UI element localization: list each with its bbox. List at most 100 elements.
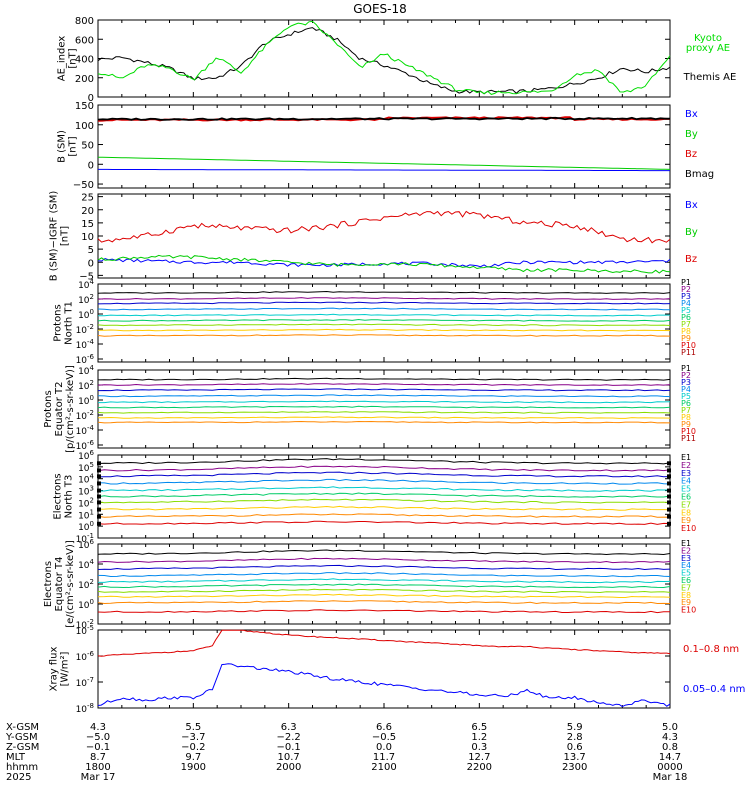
channel-marker xyxy=(667,474,671,479)
y-axis-label-line: [nT] xyxy=(68,48,79,68)
channel-legend-label: P10 xyxy=(681,427,696,436)
y-tick-label: 10-2 xyxy=(76,409,94,422)
footer-cell: 13.7 xyxy=(564,752,586,763)
footer-cell: 4.3 xyxy=(90,722,106,733)
footer-cell: 9.7 xyxy=(185,752,201,763)
footer-cell: 6.3 xyxy=(281,722,297,733)
channel-marker xyxy=(97,521,101,526)
channel-flux-line xyxy=(97,307,671,311)
channel-flux-line xyxy=(97,377,671,381)
channel-marker xyxy=(97,494,101,499)
y-tick-label: 102 xyxy=(78,578,94,591)
y-tick-label: 10-5 xyxy=(76,624,94,637)
y-tick-label: 20 xyxy=(81,206,94,217)
channel-flux-line xyxy=(97,383,671,386)
y-tick-label: 104 xyxy=(78,558,94,571)
b-sm-series-line xyxy=(98,168,670,172)
legend-item: Bz xyxy=(685,254,697,265)
channel-marker xyxy=(97,507,101,512)
channel-legend-label: E8 xyxy=(681,508,691,517)
footer-cell: 6.6 xyxy=(376,722,392,733)
legend-kyoto: proxy AE xyxy=(686,43,730,54)
y-tick-label: 100 xyxy=(78,394,94,407)
channel-legend-label: P8 xyxy=(681,327,691,336)
y-tick-label: 10-4 xyxy=(76,424,95,437)
channel-legend-label: P3 xyxy=(681,292,691,301)
channel-legend-label: E6 xyxy=(681,493,691,502)
footer-cell: −3.7 xyxy=(181,732,205,743)
channel-legend-label: E7 xyxy=(681,500,691,509)
y-tick-label: 100 xyxy=(75,121,94,132)
y-axis-label-line: North T1 xyxy=(64,301,75,345)
y-tick-label: 10 xyxy=(81,232,94,243)
channel-legend-label: E7 xyxy=(681,583,691,592)
footer-cell: 2300 xyxy=(562,762,587,773)
footer-cell: 2000 xyxy=(276,762,301,773)
channel-flux-line xyxy=(97,520,671,525)
ae-series-line xyxy=(97,20,671,95)
y-tick-label: 105 xyxy=(78,461,94,474)
y-axis-label-line: [nT] xyxy=(68,136,79,156)
channel-flux-line xyxy=(97,471,671,478)
y-axis-label-line: Equator T2 xyxy=(54,382,65,437)
channel-flux-line xyxy=(97,465,671,472)
y-tick-label: 106 xyxy=(78,538,94,551)
legend-item: By xyxy=(685,227,698,238)
y-axis-label: B (SM)−IGRF (SM) [nT] xyxy=(49,191,71,282)
y-tick-label: 101 xyxy=(78,508,94,521)
channel-legend-label: P1 xyxy=(681,364,691,373)
y-tick-label: 400 xyxy=(75,55,94,66)
footer-cell: 11.7 xyxy=(373,752,395,763)
legend-item: Bmag xyxy=(685,169,714,180)
footer-cell: 1.2 xyxy=(471,732,487,743)
channel-flux-line xyxy=(97,290,671,294)
channel-flux-line xyxy=(97,498,671,504)
channel-marker xyxy=(97,461,101,466)
channel-legend-label: P6 xyxy=(681,399,691,408)
channel-flux-line xyxy=(97,513,671,518)
channel-legend-label: P11 xyxy=(681,348,696,357)
channel-legend-label: P8 xyxy=(681,413,691,422)
y-tick-label: 104 xyxy=(78,278,94,291)
legend-xray-long: 0.1–0.8 nm xyxy=(683,644,739,655)
y-axis-label-line: North T3 xyxy=(64,475,75,519)
channel-legend-label: E1 xyxy=(681,453,691,462)
channel-legend-label: P10 xyxy=(681,341,696,350)
channel-flux-line xyxy=(97,297,671,300)
y-tick-label: 15 xyxy=(81,219,94,230)
channel-flux-line xyxy=(97,328,671,332)
channel-legend-label: P5 xyxy=(681,306,691,315)
y-tick-label: 103 xyxy=(78,485,94,498)
y-tick-label: 200 xyxy=(75,74,94,85)
footer-cell: 2100 xyxy=(371,762,396,773)
xray-series-line xyxy=(97,629,671,657)
channel-legend-label: E8 xyxy=(681,591,691,600)
channel-flux-line xyxy=(97,505,671,511)
channel-legend-label: E9 xyxy=(681,598,691,607)
channel-flux-line xyxy=(97,458,671,465)
channel-marker xyxy=(97,468,101,473)
footer-row-label: MLT xyxy=(6,752,26,763)
channel-flux-line xyxy=(97,394,671,398)
channel-marker xyxy=(97,481,101,486)
channel-legend-label: E5 xyxy=(681,569,691,578)
footer-cell: 0.3 xyxy=(471,742,487,753)
footer-row-label: X-GSM xyxy=(6,722,39,733)
channel-legend-label: E2 xyxy=(681,546,691,555)
y-axis-label: Electrons Equator T4 [e/(cm²-s-sr-keV)] xyxy=(43,540,76,628)
channel-legend-label: E10 xyxy=(681,606,696,615)
channel-flux-line xyxy=(98,486,671,492)
y-axis-label-line: AE_index xyxy=(57,36,68,82)
channel-flux-line xyxy=(98,578,671,584)
channel-marker xyxy=(667,521,671,526)
channel-flux-line xyxy=(97,420,671,424)
channel-flux-line xyxy=(97,416,671,419)
y-tick-label: 10-6 xyxy=(76,353,95,366)
y-axis-label-line: Protons xyxy=(43,390,54,427)
footer-cell: 2200 xyxy=(467,762,492,773)
y-tick-label: 5 xyxy=(88,245,94,256)
y-tick-label: 0 xyxy=(88,258,94,269)
footer-cell: 2.8 xyxy=(567,732,583,743)
